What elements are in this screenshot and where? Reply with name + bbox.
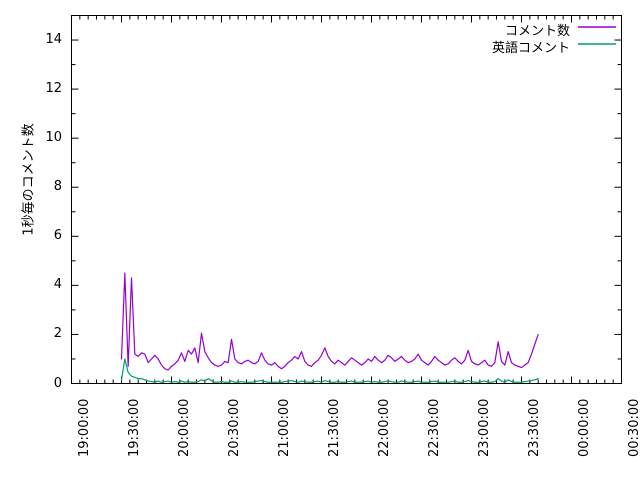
y-tick-label: 6: [53, 228, 62, 244]
y-tick-label: 8: [53, 179, 62, 195]
legend-label-1: 英語コメント: [491, 41, 570, 56]
series-line-1: [120, 358, 539, 383]
plot-border: [71, 15, 622, 384]
y-tick-label: 12: [45, 81, 62, 97]
y-tick-label: 2: [53, 326, 62, 342]
y-tick-label: 10: [45, 130, 62, 146]
y-tick-label: 4: [53, 277, 62, 293]
series-line-0: [120, 272, 539, 371]
y-tick-label: 0: [53, 375, 62, 391]
y-tick-label: 14: [45, 32, 62, 48]
legend-label-0: コメント数: [504, 24, 570, 39]
